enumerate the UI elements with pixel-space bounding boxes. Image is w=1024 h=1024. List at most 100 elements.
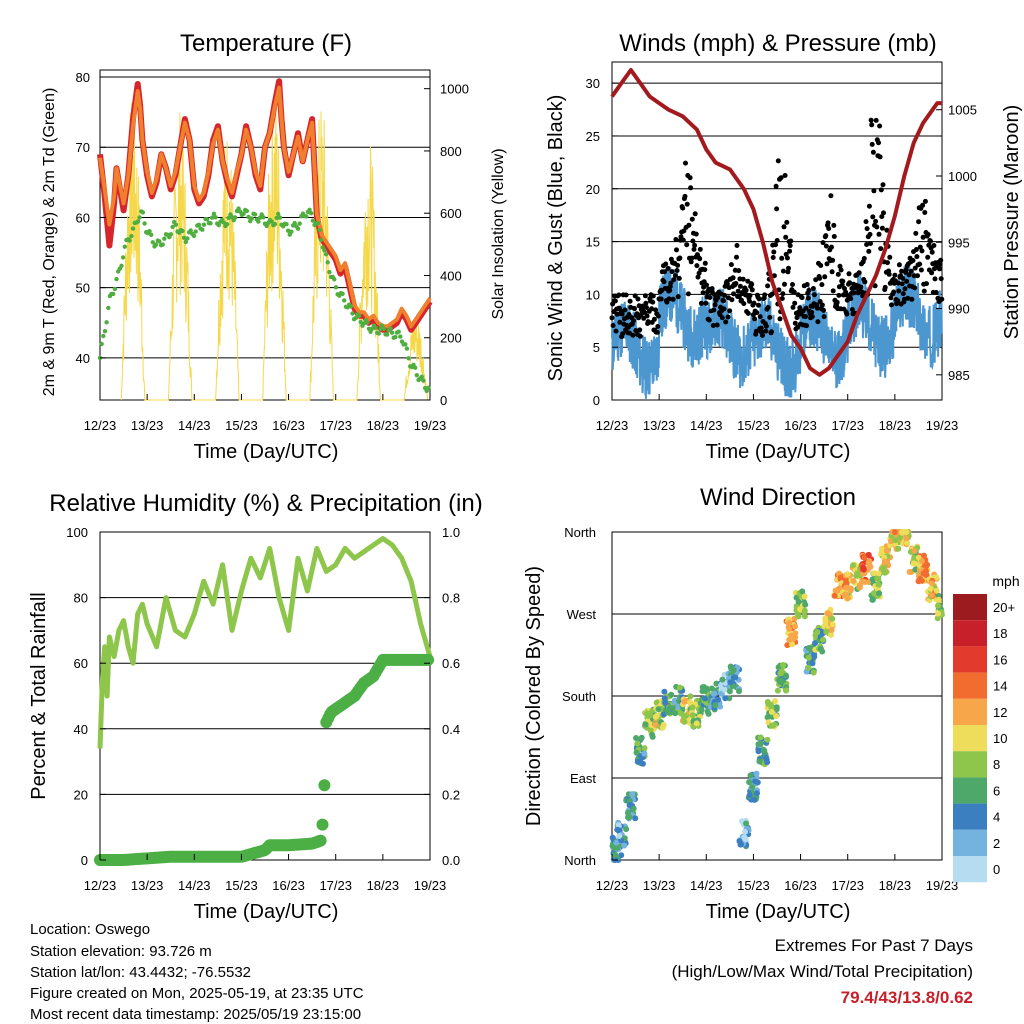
gust-point bbox=[873, 218, 879, 224]
gust-point bbox=[752, 316, 758, 322]
info-latlon: Station lat/lon: 43.4432; -76.5532 bbox=[30, 964, 252, 981]
gust-point bbox=[666, 296, 672, 302]
solar-ytick-label-4: 800 bbox=[440, 144, 462, 159]
gust-point bbox=[741, 301, 747, 307]
colorbar-label-3: 14 bbox=[993, 679, 1007, 694]
info-created: Figure created on Mon, 2025-05-19, at 23… bbox=[30, 985, 364, 1002]
gust-point bbox=[881, 210, 886, 216]
humidity-x-label: Time (Day/UTC) bbox=[194, 901, 339, 923]
gust-point bbox=[844, 311, 850, 317]
wind-direction-point bbox=[870, 590, 877, 597]
dewpoint-point bbox=[233, 215, 238, 220]
humidity-line bbox=[97, 536, 433, 749]
temperature-9m-line bbox=[98, 85, 432, 329]
gust-point bbox=[821, 314, 827, 320]
gust-point bbox=[821, 307, 827, 313]
gust-point bbox=[913, 230, 919, 236]
temperature-panel: Temperature (F) 405060708002004006008001… bbox=[41, 30, 507, 463]
gust-point bbox=[812, 292, 817, 298]
dewpoint-point bbox=[350, 311, 355, 316]
wind-direction-ytick-label-4: North bbox=[564, 525, 596, 540]
gust-point bbox=[843, 289, 849, 295]
gust-point bbox=[899, 281, 905, 287]
wind-direction-point bbox=[871, 570, 878, 577]
wind-direction-point bbox=[717, 703, 724, 710]
dewpoint-point bbox=[361, 321, 367, 326]
gust-point bbox=[929, 249, 935, 255]
wind-direction-point bbox=[638, 734, 645, 741]
dewpoint-point bbox=[188, 228, 193, 233]
wind-direction-point bbox=[713, 680, 720, 687]
humidity-xtick-label-5: 17/23 bbox=[319, 878, 352, 893]
info-location: Location: Oswego bbox=[30, 921, 151, 938]
gust-point bbox=[751, 300, 757, 306]
gust-point bbox=[836, 292, 842, 298]
wind-direction-point bbox=[732, 674, 739, 681]
pressure-ytick-label-4: 1005 bbox=[948, 103, 977, 118]
dewpoint-point bbox=[213, 215, 218, 220]
gust-point bbox=[642, 293, 648, 299]
gust-point bbox=[686, 222, 692, 228]
gust-point bbox=[769, 291, 775, 297]
dewpoint-point bbox=[183, 239, 188, 245]
gust-point bbox=[939, 296, 945, 302]
wind-direction-point bbox=[810, 669, 817, 676]
gust-point bbox=[876, 231, 882, 237]
wind-direction-point bbox=[689, 704, 696, 711]
gust-point bbox=[928, 238, 933, 244]
precip-point bbox=[316, 818, 329, 831]
dewpoint-point bbox=[201, 222, 207, 227]
gust-point bbox=[683, 160, 688, 166]
gust-point bbox=[720, 298, 726, 304]
wind-direction-point bbox=[721, 686, 728, 693]
dewpoint-point bbox=[196, 222, 202, 227]
gust-point bbox=[665, 266, 671, 271]
gust-point bbox=[882, 284, 888, 290]
gust-point bbox=[917, 261, 923, 267]
gust-point bbox=[765, 305, 771, 310]
wind-direction-point bbox=[687, 693, 694, 700]
gust-point bbox=[655, 324, 661, 329]
gust-point bbox=[729, 297, 735, 303]
gust-point bbox=[924, 281, 929, 287]
dewpoint-point bbox=[284, 222, 289, 227]
wind-direction-gridlines bbox=[612, 613, 942, 779]
wind-direction-point bbox=[792, 623, 799, 630]
gust-point bbox=[938, 276, 944, 282]
dewpoint-point bbox=[403, 342, 408, 347]
wind-direction-point bbox=[641, 750, 648, 757]
gust-point bbox=[781, 224, 787, 230]
gust-point bbox=[899, 268, 905, 274]
gust-point bbox=[644, 313, 650, 319]
winds-ticks: 0 5 10 15 20 25 30 985 990 995 1000 1005 12/23 13/23 1… bbox=[586, 76, 977, 433]
gust-point bbox=[763, 323, 769, 329]
gust-point bbox=[921, 288, 927, 294]
gust-point bbox=[851, 290, 857, 296]
wind-direction-point bbox=[672, 710, 679, 717]
gust-point bbox=[792, 300, 798, 306]
gust-point bbox=[773, 183, 779, 189]
wind-direction-point bbox=[892, 529, 899, 535]
gust-point bbox=[620, 331, 626, 337]
humidity-xtick-label-7: 19/23 bbox=[414, 878, 447, 893]
gust-point bbox=[915, 273, 920, 279]
dewpoint-point bbox=[304, 214, 309, 219]
dewpoint-point bbox=[376, 331, 382, 336]
gust-point bbox=[937, 266, 942, 272]
dewpoint-point bbox=[211, 211, 217, 216]
wind-direction-point bbox=[644, 710, 650, 717]
gust-point bbox=[609, 315, 615, 321]
gust-point bbox=[863, 219, 869, 225]
wind-direction-point bbox=[850, 577, 857, 584]
gust-point bbox=[653, 307, 659, 313]
colorbar-swatch-10 bbox=[953, 856, 987, 883]
wind-direction-xtick-label-2: 14/23 bbox=[690, 878, 723, 893]
gust-point bbox=[891, 289, 897, 295]
winds-ytick-label-2: 10 bbox=[586, 287, 600, 302]
temperature-xtick-label-3: 15/23 bbox=[225, 418, 258, 433]
gust-point bbox=[814, 305, 820, 311]
wind-direction-point bbox=[831, 592, 838, 599]
temperature-title: Temperature (F) bbox=[180, 30, 352, 57]
wind-direction-point bbox=[738, 841, 744, 848]
wind-direction-point bbox=[752, 778, 759, 785]
